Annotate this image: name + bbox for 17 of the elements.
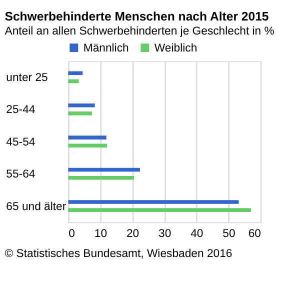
text: © Statistisches Bundesamt, Wiesbaden 2016 — [4, 248, 232, 260]
x-tick-label: 10 — [94, 228, 108, 240]
x-tick-label: 20 — [126, 228, 140, 240]
legend-label: Weiblich — [154, 42, 198, 55]
chart-subtitle: Anteil an allen Schwerbehinderten je Geschlecht in % — [4, 26, 274, 38]
x-tick-label: 30 — [158, 228, 172, 240]
x-tick-label: 0 — [68, 228, 76, 240]
x-tick-label: 50 — [222, 228, 236, 240]
x-tick-label: 40 — [190, 228, 204, 240]
y-tick-label: 65 und älter — [6, 200, 66, 213]
legend-label: Männlich — [83, 42, 129, 55]
chart-title: Schwerbehinderte Menschen nach Alter 2015 — [4, 9, 269, 24]
y-tick-label: 45-54 — [6, 136, 36, 148]
y-tick-label: unter 25 — [6, 72, 48, 84]
y-tick-label: 25-44 — [6, 104, 36, 116]
x-tick-label: 60 — [248, 228, 261, 240]
y-tick-label: 55-64 — [6, 168, 36, 181]
